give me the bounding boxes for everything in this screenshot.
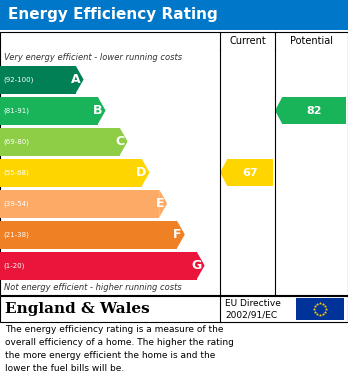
Text: The energy efficiency rating is a measure of the: The energy efficiency rating is a measur…	[5, 325, 223, 334]
Text: Current: Current	[229, 36, 266, 46]
Text: Very energy efficient - lower running costs: Very energy efficient - lower running co…	[4, 54, 182, 63]
Text: B: B	[93, 104, 103, 117]
Text: (92-100): (92-100)	[3, 76, 33, 83]
Text: (55-68): (55-68)	[3, 169, 29, 176]
Text: England & Wales: England & Wales	[5, 302, 150, 316]
Polygon shape	[197, 251, 205, 280]
Text: (81-91): (81-91)	[3, 107, 29, 114]
Text: EU Directive
2002/91/EC: EU Directive 2002/91/EC	[225, 299, 281, 319]
Text: Potential: Potential	[290, 36, 333, 46]
Text: (39-54): (39-54)	[3, 200, 29, 207]
Polygon shape	[275, 97, 282, 124]
Text: (69-80): (69-80)	[3, 138, 29, 145]
Text: lower the fuel bills will be.: lower the fuel bills will be.	[5, 364, 124, 373]
Bar	[0, 158, 142, 187]
Bar	[0, 66, 76, 93]
Bar	[282, 97, 346, 124]
Text: G: G	[191, 259, 201, 272]
Bar	[0, 190, 159, 217]
Text: Not energy efficient - higher running costs: Not energy efficient - higher running co…	[4, 283, 182, 292]
Polygon shape	[76, 66, 84, 93]
Text: (1-20): (1-20)	[3, 262, 24, 269]
Polygon shape	[142, 158, 150, 187]
Bar	[296, 298, 344, 320]
Polygon shape	[220, 160, 227, 185]
Text: 82: 82	[306, 106, 322, 115]
Text: overall efficiency of a home. The higher the rating: overall efficiency of a home. The higher…	[5, 338, 234, 347]
Text: A: A	[71, 73, 81, 86]
Text: Energy Efficiency Rating: Energy Efficiency Rating	[8, 7, 218, 23]
Bar	[0, 32, 348, 295]
Text: the more energy efficient the home is and the: the more energy efficient the home is an…	[5, 351, 215, 360]
Polygon shape	[159, 190, 167, 217]
Text: F: F	[173, 228, 182, 241]
Text: 67: 67	[242, 167, 258, 178]
Polygon shape	[177, 221, 185, 249]
Bar	[0, 221, 177, 249]
Polygon shape	[120, 127, 128, 156]
Polygon shape	[97, 97, 105, 124]
Bar	[0, 251, 197, 280]
Text: C: C	[116, 135, 125, 148]
Bar	[0, 127, 120, 156]
Text: D: D	[136, 166, 147, 179]
Bar	[0, 296, 348, 322]
Bar	[0, 97, 97, 124]
Text: E: E	[156, 197, 164, 210]
Bar	[227, 160, 273, 185]
Bar	[0, 0, 348, 30]
Text: (21-38): (21-38)	[3, 231, 29, 238]
